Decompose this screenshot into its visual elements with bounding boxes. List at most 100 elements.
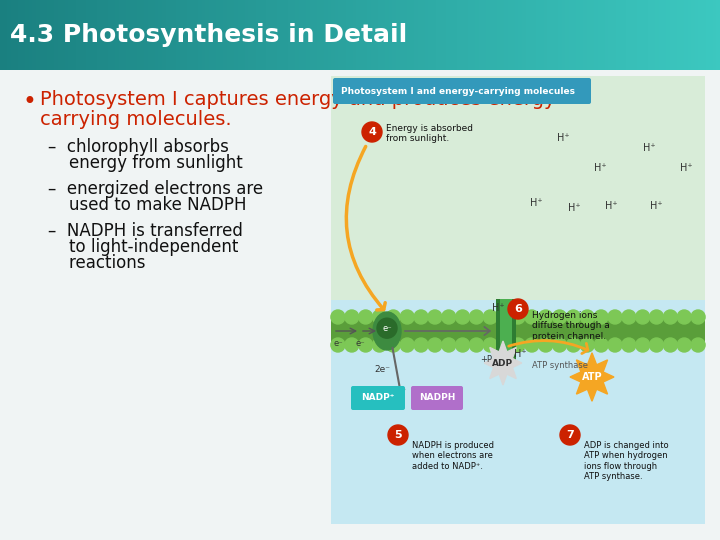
Bar <box>173 0 176 70</box>
Bar <box>713 0 716 70</box>
Bar <box>72 0 76 70</box>
Bar <box>187 0 191 70</box>
Bar <box>457 0 461 70</box>
Bar <box>360 0 364 70</box>
Bar <box>540 0 544 70</box>
Bar <box>587 0 590 70</box>
Bar <box>130 0 133 70</box>
Bar <box>623 0 626 70</box>
Text: –  chlorophyll absorbs: – chlorophyll absorbs <box>48 138 229 156</box>
Circle shape <box>400 338 414 352</box>
Text: e⁻: e⁻ <box>355 339 365 348</box>
Bar <box>184 0 187 70</box>
Circle shape <box>608 310 622 324</box>
Bar <box>133 0 137 70</box>
Bar <box>421 0 425 70</box>
Bar <box>374 0 378 70</box>
Bar <box>396 0 400 70</box>
Circle shape <box>508 299 528 319</box>
Bar <box>425 0 428 70</box>
Bar <box>76 0 79 70</box>
Bar <box>677 0 680 70</box>
Bar <box>486 0 490 70</box>
Bar <box>220 0 223 70</box>
Text: H⁺: H⁺ <box>492 303 504 313</box>
Bar <box>169 0 173 70</box>
Bar <box>205 0 209 70</box>
FancyBboxPatch shape <box>333 78 591 104</box>
Bar <box>508 0 511 70</box>
Bar <box>302 0 306 70</box>
Bar <box>641 0 644 70</box>
Circle shape <box>678 338 691 352</box>
Bar <box>626 0 630 70</box>
Bar <box>659 0 662 70</box>
Bar <box>569 0 572 70</box>
Bar <box>40 0 43 70</box>
Text: –  NADPH is transferred: – NADPH is transferred <box>48 222 243 240</box>
Bar <box>428 0 432 70</box>
Bar <box>475 0 479 70</box>
Bar <box>223 0 227 70</box>
Bar <box>306 0 310 70</box>
Text: 6: 6 <box>514 304 522 314</box>
Text: H⁺: H⁺ <box>650 201 662 211</box>
Text: ATP: ATP <box>582 372 603 382</box>
Bar <box>418 0 421 70</box>
Bar <box>234 0 238 70</box>
Bar <box>353 0 356 70</box>
Circle shape <box>359 338 373 352</box>
Circle shape <box>663 310 678 324</box>
Bar <box>104 0 108 70</box>
Bar <box>126 0 130 70</box>
Bar <box>558 0 562 70</box>
Bar <box>407 0 410 70</box>
Bar <box>25 0 29 70</box>
Bar <box>590 0 594 70</box>
Bar <box>500 0 504 70</box>
Bar <box>0 70 720 540</box>
Bar <box>497 0 500 70</box>
Bar <box>292 0 295 70</box>
Bar <box>256 0 259 70</box>
Text: 4.3 Photosynthesis in Detail: 4.3 Photosynthesis in Detail <box>10 23 408 47</box>
Bar <box>554 0 558 70</box>
FancyBboxPatch shape <box>411 386 463 410</box>
Text: e⁻: e⁻ <box>382 323 392 333</box>
Circle shape <box>594 310 608 324</box>
Text: carrying molecules.: carrying molecules. <box>40 110 232 129</box>
Bar <box>151 0 155 70</box>
Circle shape <box>552 338 567 352</box>
Circle shape <box>622 338 636 352</box>
Text: used to make NADPH: used to make NADPH <box>48 196 246 214</box>
Circle shape <box>387 310 400 324</box>
Circle shape <box>345 310 359 324</box>
Bar <box>212 0 216 70</box>
Bar <box>331 76 705 524</box>
Bar <box>148 0 151 70</box>
Bar <box>461 0 464 70</box>
Bar <box>698 0 702 70</box>
Bar <box>385 0 389 70</box>
Ellipse shape <box>373 312 401 350</box>
Bar <box>112 0 115 70</box>
Text: 4: 4 <box>368 127 376 137</box>
Bar <box>259 0 263 70</box>
Bar <box>266 0 270 70</box>
Bar <box>230 0 234 70</box>
Bar <box>331 76 705 300</box>
Bar <box>202 0 205 70</box>
Circle shape <box>649 310 664 324</box>
Bar <box>706 0 709 70</box>
Bar <box>529 0 533 70</box>
Bar <box>94 0 97 70</box>
Bar <box>630 0 634 70</box>
Circle shape <box>580 310 594 324</box>
Bar <box>364 0 367 70</box>
Bar <box>18 0 22 70</box>
Text: Energy is absorbed
from sunlight.: Energy is absorbed from sunlight. <box>386 124 473 144</box>
Bar <box>504 0 508 70</box>
Bar <box>245 0 248 70</box>
Bar <box>544 0 547 70</box>
Circle shape <box>442 310 456 324</box>
